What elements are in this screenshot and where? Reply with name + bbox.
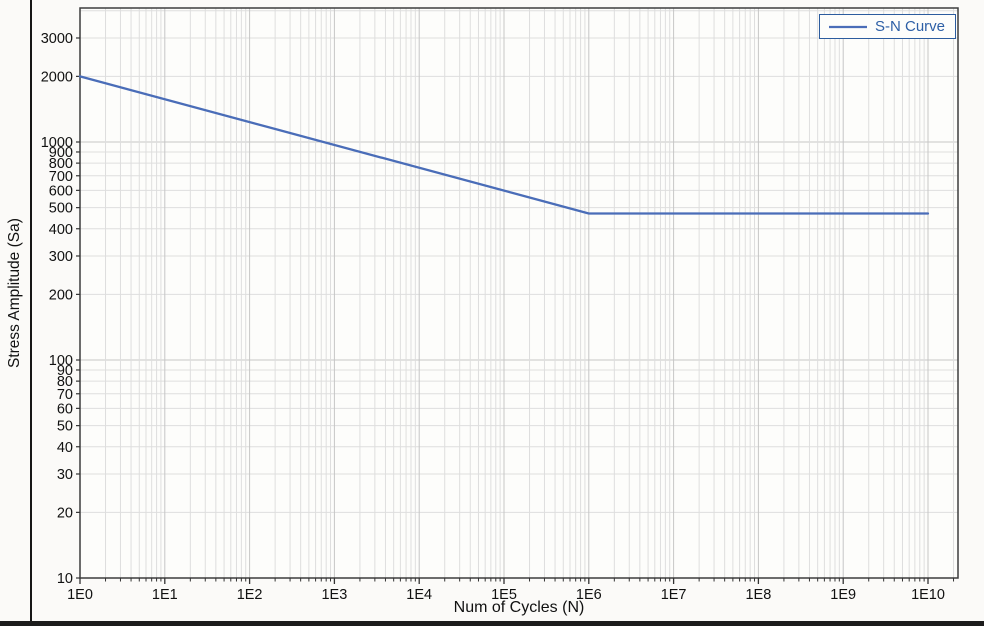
y-tick-label: 900 bbox=[49, 145, 73, 161]
y-tick-label: 700 bbox=[49, 169, 73, 185]
y-tick-label: 20 bbox=[57, 505, 73, 521]
y-tick-label: 40 bbox=[57, 440, 73, 456]
x-tick-label: 1E9 bbox=[830, 587, 856, 603]
x-tick-label: 1E0 bbox=[67, 587, 93, 603]
y-tick-label: 80 bbox=[57, 374, 73, 390]
y-tick-label: 400 bbox=[49, 222, 73, 238]
y-tick-label: 2000 bbox=[41, 69, 73, 85]
x-tick-label: 1E4 bbox=[406, 587, 432, 603]
window-left-border bbox=[30, 0, 32, 626]
x-tick-label: 1E6 bbox=[576, 587, 602, 603]
y-tick-label: 200 bbox=[49, 287, 73, 303]
plot-frame bbox=[79, 7, 959, 579]
y-tick-label: 300 bbox=[49, 249, 73, 265]
sn-curve-line bbox=[78, 75, 930, 215]
window-bottom-border bbox=[0, 621, 984, 626]
y-tick-label: 30 bbox=[57, 467, 73, 483]
plot-background bbox=[80, 8, 958, 578]
legend-line-sample-icon bbox=[828, 25, 867, 28]
y-tick-label: 100 bbox=[49, 353, 73, 369]
y-tick-label: 3000 bbox=[41, 31, 73, 47]
y-tick-label: 70 bbox=[57, 387, 73, 403]
y-tick-label: 800 bbox=[49, 156, 73, 172]
x-tick-label: 1E8 bbox=[745, 587, 771, 603]
x-axis-title: Num of Cycles (N) bbox=[453, 599, 585, 616]
y-tick-label: 90 bbox=[57, 363, 73, 379]
y-tick-label: 50 bbox=[57, 419, 73, 435]
y-axis-title: Stress Amplitude (Sa) bbox=[6, 218, 23, 368]
y-tick-label: 500 bbox=[49, 201, 73, 217]
y-tick-label: 60 bbox=[57, 401, 73, 417]
x-tick-label: 1E7 bbox=[661, 587, 687, 603]
y-tick-label: 10 bbox=[57, 571, 73, 587]
x-tick-label: 1E2 bbox=[237, 587, 263, 603]
x-tick-label: 1E1 bbox=[152, 587, 178, 603]
y-tick-label: 600 bbox=[49, 183, 73, 199]
x-tick-label: 1E5 bbox=[491, 587, 517, 603]
legend: S-N Curve bbox=[818, 14, 956, 39]
x-tick-label: 1E3 bbox=[321, 587, 347, 603]
y-tick-label: 1000 bbox=[41, 135, 73, 151]
x-tick-label: 1E10 bbox=[911, 587, 945, 603]
legend-label: S-N Curve bbox=[874, 18, 945, 35]
